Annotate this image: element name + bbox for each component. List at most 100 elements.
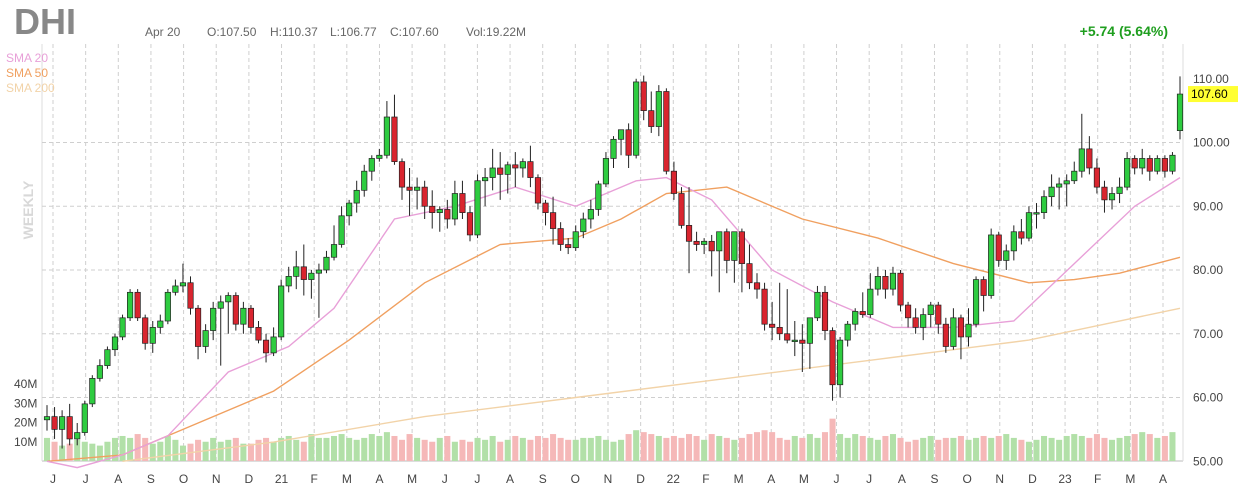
volume-bar xyxy=(346,437,353,461)
candle xyxy=(459,180,466,219)
candle xyxy=(353,180,360,213)
candle xyxy=(1025,206,1033,242)
candle-body xyxy=(791,339,798,342)
candle-body xyxy=(814,291,821,319)
candle-body xyxy=(43,416,51,421)
y-tick-label: 70.00 xyxy=(1193,327,1223,341)
candle-body xyxy=(648,110,655,127)
x-tick-label: M xyxy=(799,472,809,486)
candle xyxy=(602,152,610,188)
volume-bar xyxy=(74,439,81,461)
volume-bar xyxy=(217,441,224,461)
legend-sma20: SMA 20 xyxy=(6,51,48,65)
candle-body xyxy=(920,314,927,328)
candle-body xyxy=(980,279,987,296)
volume-bar xyxy=(663,437,670,461)
volume-bar xyxy=(1078,435,1085,461)
volume-bar xyxy=(587,437,594,461)
volume-bar xyxy=(414,437,421,461)
candle-body xyxy=(504,164,511,175)
volume-bar xyxy=(572,439,579,461)
volume-bar xyxy=(225,439,232,461)
candle xyxy=(889,266,897,296)
volume-tick-label: 30M xyxy=(14,396,37,410)
volume-bar xyxy=(905,441,912,461)
volume-bar xyxy=(648,434,655,461)
candle xyxy=(693,231,700,251)
candle xyxy=(920,308,927,341)
x-tick-label: 23 xyxy=(1058,472,1072,486)
candle-body xyxy=(1010,231,1017,252)
volume-bar xyxy=(1003,434,1010,461)
ohlc-close: C:107.60 xyxy=(390,25,439,39)
grid-layer xyxy=(41,44,1184,462)
candle xyxy=(1169,152,1176,175)
candle xyxy=(1071,161,1078,184)
volume-bar xyxy=(1161,435,1168,461)
candle-body xyxy=(104,349,111,366)
candle-body xyxy=(595,183,602,210)
x-tick-label: D xyxy=(636,472,645,486)
candle-body xyxy=(837,339,844,386)
candle-body xyxy=(874,276,881,290)
volume-bar xyxy=(1169,432,1176,461)
candle xyxy=(580,212,587,239)
candle-body xyxy=(368,158,375,172)
candle xyxy=(527,145,534,188)
candle-body xyxy=(300,266,307,280)
candle-body xyxy=(580,218,587,233)
x-tick-label: F xyxy=(311,472,318,486)
candle-body xyxy=(784,333,791,341)
candle-body xyxy=(225,295,232,303)
candle xyxy=(187,276,194,315)
candle-body xyxy=(278,285,285,338)
candle xyxy=(912,308,919,334)
volume-bar xyxy=(240,443,247,461)
candle-body xyxy=(429,205,436,213)
candle xyxy=(285,266,292,293)
volume-bar xyxy=(512,435,519,461)
volume-bar xyxy=(640,432,647,461)
candle-body xyxy=(512,164,519,169)
volume-bar xyxy=(769,432,776,461)
x-tick-label: O xyxy=(962,472,971,486)
candle xyxy=(330,225,338,261)
candle-body xyxy=(232,295,239,325)
candle-body xyxy=(882,276,889,290)
candle xyxy=(965,308,972,347)
candle-body xyxy=(844,323,851,341)
candle xyxy=(995,231,1002,267)
volume-bar xyxy=(338,434,345,461)
candle-body xyxy=(1131,158,1138,169)
candle xyxy=(550,196,557,245)
volume-bar xyxy=(300,441,307,461)
y-tick-label: 110.00 xyxy=(1193,72,1229,86)
candle-body xyxy=(633,81,640,156)
candle xyxy=(1010,225,1017,261)
candle xyxy=(383,101,390,159)
candle-body xyxy=(988,234,995,296)
candle-body xyxy=(142,317,149,344)
candle xyxy=(1116,177,1123,204)
candle xyxy=(716,231,723,293)
candle xyxy=(172,279,179,296)
volume-bar xyxy=(889,434,896,461)
x-tick-label: A xyxy=(506,472,514,486)
candle-body xyxy=(74,432,81,440)
volume-bar xyxy=(882,435,889,461)
candle-body xyxy=(572,231,579,249)
candle xyxy=(414,177,421,210)
x-tick-label: M xyxy=(1125,472,1135,486)
candle-body xyxy=(527,161,534,178)
volume-bar xyxy=(51,441,58,461)
candle-body xyxy=(59,416,66,430)
candle xyxy=(905,301,912,328)
candle-body xyxy=(519,161,526,169)
candle-body xyxy=(1063,180,1070,185)
candle-body xyxy=(723,231,730,261)
volume-bar xyxy=(89,443,96,461)
x-tick-label: S xyxy=(539,472,547,486)
candle-body xyxy=(738,231,745,264)
volume-bar xyxy=(693,435,700,461)
volume-bar xyxy=(1025,441,1032,461)
